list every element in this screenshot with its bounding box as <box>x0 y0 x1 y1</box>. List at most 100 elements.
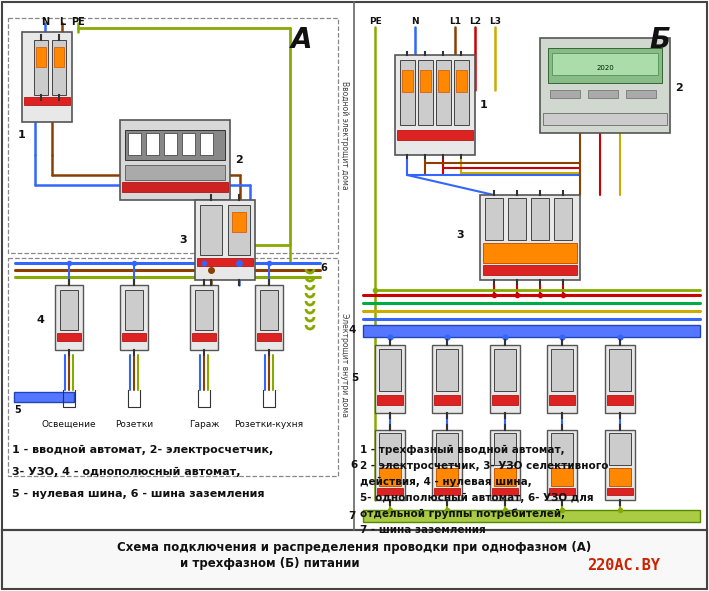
Text: 5 - нулевая шина, 6 - шина заземления: 5 - нулевая шина, 6 - шина заземления <box>12 489 264 499</box>
Bar <box>260 290 278 330</box>
Bar <box>120 120 230 200</box>
Bar <box>483 265 577 275</box>
Bar <box>494 349 516 391</box>
Bar <box>14 392 74 402</box>
Bar <box>547 345 577 413</box>
Text: Электрощит внутри дома: Электрощит внутри дома <box>340 313 349 417</box>
Bar <box>379 433 401 465</box>
Bar <box>483 243 577 263</box>
Bar <box>164 133 177 155</box>
Bar <box>379 349 401 391</box>
Bar <box>375 345 405 413</box>
Bar <box>60 290 78 330</box>
Text: PE: PE <box>71 17 85 27</box>
Bar <box>255 285 283 350</box>
Text: и трехфазном (Б) питании: и трехфазном (Б) питании <box>179 557 359 570</box>
Text: 220AC.BY: 220AC.BY <box>588 558 660 573</box>
Text: Гараж: Гараж <box>189 420 219 429</box>
Text: 5: 5 <box>351 373 358 383</box>
Bar <box>434 395 460 405</box>
Text: 2: 2 <box>235 155 242 165</box>
Bar <box>508 198 526 240</box>
Bar <box>363 510 700 522</box>
Bar <box>494 468 516 486</box>
Bar <box>547 430 577 500</box>
Bar <box>195 200 255 280</box>
Bar <box>543 113 667 125</box>
Text: Розетки: Розетки <box>115 420 153 429</box>
Bar <box>2 530 707 589</box>
Text: 3: 3 <box>179 235 186 245</box>
Text: Схема подключения и распределения проводки при однофазном (А): Схема подключения и распределения провод… <box>118 541 591 554</box>
Bar <box>55 285 83 350</box>
Bar <box>490 430 520 500</box>
Text: 2: 2 <box>675 83 683 93</box>
Bar <box>551 468 573 486</box>
Bar <box>125 290 143 330</box>
Text: А: А <box>291 26 313 54</box>
Text: 5: 5 <box>14 405 21 415</box>
Bar <box>57 333 81 341</box>
Bar <box>200 205 222 255</box>
Bar <box>492 395 518 405</box>
Text: L: L <box>59 17 65 27</box>
Text: N: N <box>411 18 419 27</box>
Text: Освещение: Освещение <box>42 420 96 429</box>
Text: 6: 6 <box>351 460 358 470</box>
Bar <box>436 433 458 465</box>
Bar <box>609 433 631 465</box>
Bar <box>125 165 225 180</box>
Bar <box>24 97 70 105</box>
Bar <box>434 488 460 495</box>
Bar <box>190 285 218 350</box>
Bar <box>377 395 403 405</box>
Bar <box>456 70 467 92</box>
Bar <box>257 333 281 341</box>
Text: Б: Б <box>649 26 671 54</box>
Bar <box>22 32 72 122</box>
Bar <box>146 133 159 155</box>
Bar <box>192 333 216 341</box>
Bar <box>531 198 549 240</box>
Text: L1: L1 <box>449 18 461 27</box>
Bar <box>8 258 338 476</box>
Bar <box>418 60 433 125</box>
Bar <box>120 285 148 350</box>
Bar <box>609 468 631 486</box>
Bar <box>436 60 451 125</box>
Bar <box>549 488 575 495</box>
Text: 2020: 2020 <box>596 65 614 71</box>
Text: 5- однополюсный автомат, 6- УЗО для: 5- однополюсный автомат, 6- УЗО для <box>360 493 593 503</box>
Text: 3- УЗО, 4 - однополюсный автомат,: 3- УЗО, 4 - однополюсный автомат, <box>12 467 240 477</box>
Text: 7 - шина заземления: 7 - шина заземления <box>360 525 486 535</box>
Text: 7: 7 <box>349 511 356 521</box>
Text: 1 - вводной автомат, 2- электросчетчик,: 1 - вводной автомат, 2- электросчетчик, <box>12 445 273 455</box>
Bar <box>588 90 618 98</box>
Text: 1 - трехфазный вводной автомат,: 1 - трехфазный вводной автомат, <box>360 445 564 455</box>
Bar <box>549 395 575 405</box>
Bar <box>626 90 656 98</box>
Text: отдельной группы потребителей,: отдельной группы потребителей, <box>360 509 565 519</box>
Text: 3: 3 <box>456 230 464 240</box>
Bar <box>494 433 516 465</box>
Text: 1: 1 <box>18 130 26 140</box>
Bar <box>550 90 580 98</box>
Bar <box>182 133 195 155</box>
Bar <box>436 349 458 391</box>
Bar <box>420 70 431 92</box>
Bar <box>363 325 700 337</box>
Bar <box>438 70 449 92</box>
Bar <box>551 433 573 465</box>
Bar <box>607 488 633 495</box>
Bar <box>400 60 415 125</box>
Text: PE: PE <box>369 18 381 27</box>
Bar <box>232 212 246 232</box>
Bar <box>490 345 520 413</box>
Text: N: N <box>41 17 49 27</box>
Bar <box>200 133 213 155</box>
Bar <box>375 430 405 500</box>
Bar <box>551 349 573 391</box>
Bar <box>395 55 475 155</box>
Text: действия, 4 - нулевая шина,: действия, 4 - нулевая шина, <box>360 477 532 487</box>
Bar <box>436 468 458 486</box>
